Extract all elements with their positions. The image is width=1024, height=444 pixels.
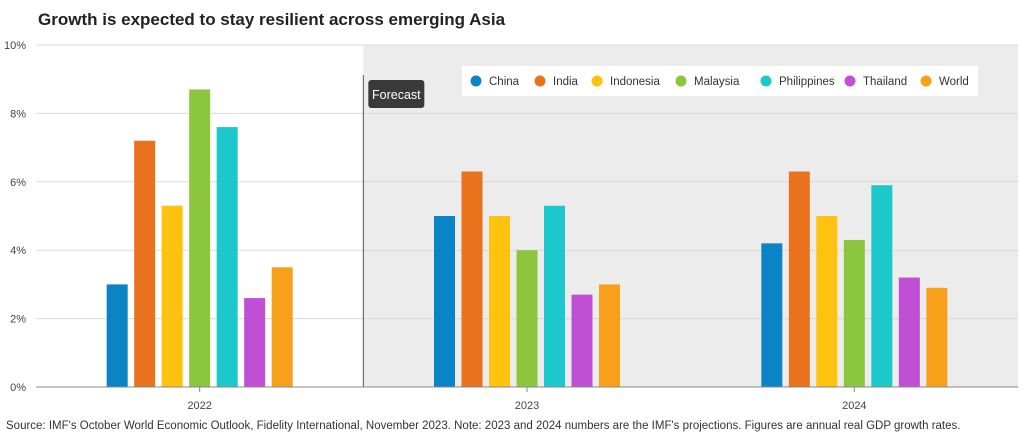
legend-marker-thailand	[844, 75, 856, 87]
chart-title: Growth is expected to stay resilient acr…	[38, 10, 506, 29]
bar-india-2023	[461, 171, 483, 387]
legend-label-china: China	[489, 76, 520, 88]
bar-indonesia-2022	[161, 205, 183, 387]
bar-malaysia-2023	[516, 250, 538, 387]
legend-label-world: World	[939, 76, 969, 88]
forecast-label: Forecast	[372, 88, 421, 102]
legend-label-malaysia: Malaysia	[694, 76, 740, 88]
bar-world-2023	[599, 284, 620, 387]
source-note: Source: IMF's October World Economic Out…	[6, 420, 961, 432]
bar-china-2023	[434, 216, 455, 387]
y-tick-label: 10%	[4, 40, 26, 52]
legend-marker-china	[470, 75, 482, 87]
y-tick-label: 2%	[10, 314, 26, 326]
bar-malaysia-2022	[189, 89, 211, 388]
bar-thailand-2024	[898, 277, 920, 387]
legend-marker-world	[920, 75, 932, 87]
legend-box	[462, 66, 978, 96]
y-tick-label: 4%	[10, 245, 26, 257]
bar-indonesia-2024	[816, 216, 838, 387]
bar-china-2024	[761, 243, 783, 387]
bar-thailand-2023	[571, 294, 593, 387]
bar-indonesia-2023	[489, 216, 510, 387]
bar-philippines-2024	[871, 185, 893, 387]
x-tick-label: 2024	[842, 400, 866, 412]
legend-label-indonesia: Indonesia	[610, 76, 660, 88]
legend-marker-indonesia	[591, 75, 603, 87]
legend-marker-philippines	[760, 75, 772, 87]
bar-world-2024	[926, 287, 948, 387]
bar-philippines-2022	[216, 127, 238, 387]
x-tick-label: 2023	[515, 400, 539, 412]
legend-marker-malaysia	[675, 75, 687, 87]
y-tick-label: 8%	[10, 108, 26, 120]
bar-world-2022	[271, 267, 293, 387]
legend-label-thailand: Thailand	[863, 76, 907, 88]
y-tick-label: 0%	[10, 382, 26, 394]
legend-marker-india	[534, 75, 546, 87]
legend-label-philippines: Philippines	[779, 76, 835, 88]
bar-thailand-2022	[244, 298, 266, 387]
bar-philippines-2023	[544, 205, 565, 387]
bar-china-2022	[106, 284, 128, 387]
y-tick-label: 6%	[10, 177, 26, 189]
x-tick-label: 2022	[187, 400, 211, 412]
legend-label-india: India	[553, 76, 579, 88]
bar-india-2022	[134, 140, 156, 387]
bar-malaysia-2024	[843, 239, 865, 387]
forecast-badge	[368, 80, 425, 108]
bar-india-2024	[788, 171, 810, 387]
